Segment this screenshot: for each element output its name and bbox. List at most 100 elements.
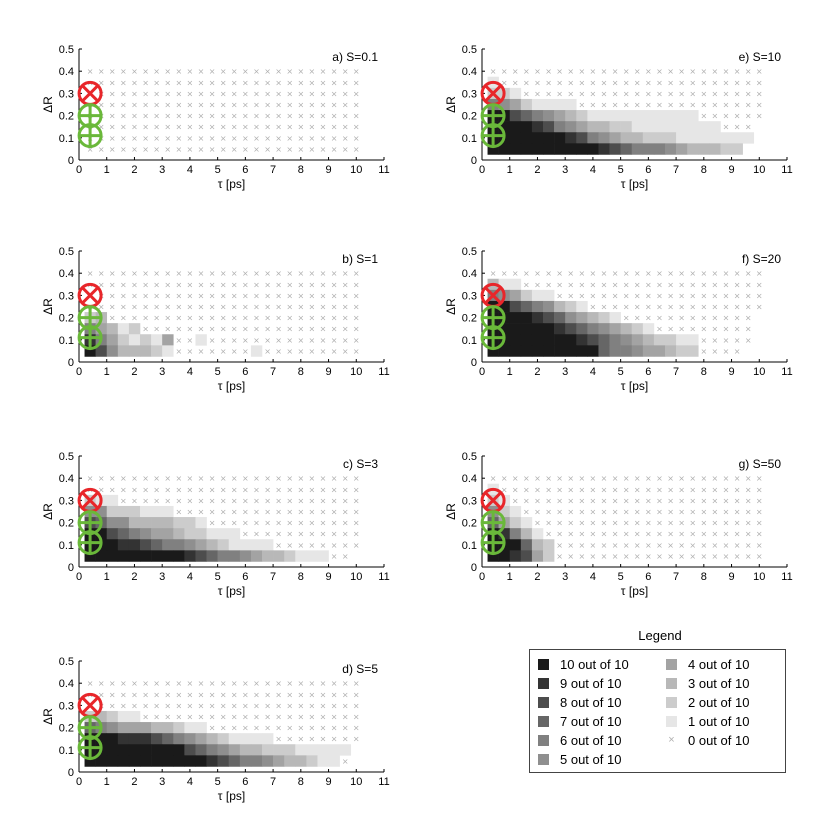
cell-zero-mark: ×	[264, 530, 271, 539]
cell-zero-mark: ×	[198, 485, 205, 494]
cell-zero-mark: ×	[342, 112, 349, 121]
cell-zero-mark: ×	[209, 280, 216, 289]
cell-zero-mark: ×	[253, 291, 260, 300]
x-tick-label: 5	[215, 571, 221, 583]
cell-zero-mark: ×	[286, 713, 293, 722]
cell-zero-mark: ×	[153, 145, 160, 154]
cell-zero-mark: ×	[297, 67, 304, 76]
cell-zero-mark: ×	[253, 325, 260, 334]
cell-zero-mark: ×	[253, 519, 260, 528]
cell-zero-mark: ×	[656, 269, 663, 278]
cell-zero-mark: ×	[501, 485, 508, 494]
y-tick-label: 0.3	[462, 495, 477, 507]
cell-zero-mark: ×	[623, 101, 630, 110]
cell-zero-mark: ×	[645, 508, 652, 517]
cell-zero-mark: ×	[331, 67, 338, 76]
heatmap-cell	[565, 110, 577, 122]
y-tick-label: 0.1	[59, 540, 74, 552]
heatmap-cell	[273, 755, 285, 767]
cell-zero-mark: ×	[286, 314, 293, 323]
heatmap-cell	[543, 121, 555, 133]
cell-zero-mark: ×	[723, 112, 730, 121]
cell-zero-mark: ×	[109, 314, 116, 323]
y-tick-label: 0.1	[462, 335, 477, 347]
y-tick-label: 0	[68, 155, 74, 167]
cell-zero-mark: ×	[131, 690, 138, 699]
cell-zero-mark: ×	[175, 123, 182, 132]
cell-zero-mark: ×	[275, 735, 282, 744]
marker-cross	[484, 491, 502, 510]
cell-zero-mark: ×	[231, 123, 238, 132]
y-tick-label: 0.4	[59, 678, 74, 690]
heatmap-cell	[117, 517, 130, 529]
cell-zero-mark: ×	[131, 303, 138, 312]
cell-zero-mark: ×	[264, 145, 271, 154]
x-tick-label: 6	[645, 571, 651, 583]
heatmap-cell	[520, 300, 533, 313]
x-tick-label: 4	[187, 571, 193, 583]
heatmap-cell	[217, 528, 230, 540]
cell-zero-mark: ×	[109, 78, 116, 87]
x-tick-label: 7	[673, 366, 679, 378]
cell-zero-mark: ×	[142, 701, 149, 710]
cell-zero-mark: ×	[109, 280, 116, 289]
cell-zero-mark: ×	[142, 474, 149, 483]
cell-zero-mark: ×	[297, 280, 304, 289]
cell-zero-mark: ×	[712, 89, 719, 98]
cell-zero-mark: ×	[187, 325, 194, 334]
cell-zero-mark: ×	[286, 701, 293, 710]
cell-zero-mark: ×	[712, 530, 719, 539]
cell-zero-mark: ×	[567, 530, 574, 539]
cell-zero-mark: ×	[534, 519, 541, 528]
cell-zero-mark: ×	[342, 89, 349, 98]
heatmap-cell	[509, 539, 522, 551]
cell-zero-mark: ×	[109, 701, 116, 710]
cell-zero-mark: ×	[700, 485, 707, 494]
heatmap-cell	[631, 121, 644, 133]
heatmap-cell	[509, 312, 522, 324]
x-tick-label: 3	[159, 366, 165, 378]
cell-zero-mark: ×	[601, 474, 608, 483]
cell-zero-mark: ×	[578, 269, 585, 278]
cell-zero-mark: ×	[187, 713, 194, 722]
cell-zero-mark: ×	[131, 123, 138, 132]
cell-zero-mark: ×	[320, 485, 327, 494]
cell-zero-mark: ×	[120, 145, 127, 154]
cell-zero-mark: ×	[678, 78, 685, 87]
cell-zero-mark: ×	[286, 112, 293, 121]
cell-zero-mark: ×	[253, 123, 260, 132]
cell-zero-mark: ×	[131, 496, 138, 505]
heatmap-cell	[128, 539, 141, 551]
x-tick-label: 0	[76, 571, 82, 583]
cell-zero-mark: ×	[645, 530, 652, 539]
heatmap-cell	[609, 345, 621, 357]
heatmap-cell	[665, 334, 677, 346]
cell-zero-mark: ×	[220, 280, 227, 289]
cell-zero-mark: ×	[567, 89, 574, 98]
heatmap-cell	[587, 110, 599, 122]
cell-zero-mark: ×	[242, 314, 249, 323]
heatmap-cell	[531, 345, 544, 357]
heatmap-cell	[520, 323, 533, 335]
cell-zero-mark: ×	[275, 496, 282, 505]
heatmap-cell	[543, 132, 555, 144]
cell-zero-mark: ×	[253, 145, 260, 154]
cell-zero-mark: ×	[490, 474, 497, 483]
heatmap-cell	[151, 744, 163, 756]
heatmap-cell	[239, 744, 252, 756]
x-tick-label: 3	[562, 164, 568, 176]
cell-zero-mark: ×	[656, 485, 663, 494]
heatmap-cell	[509, 550, 522, 562]
heatmap-cell	[554, 334, 566, 346]
cell-zero-mark: ×	[678, 101, 685, 110]
x-tick-label: 0	[76, 366, 82, 378]
heatmap-cell	[106, 722, 119, 734]
y-tick-label: 0.3	[59, 88, 74, 100]
cell-zero-mark: ×	[220, 101, 227, 110]
cell-zero-mark: ×	[342, 485, 349, 494]
cell-zero-mark: ×	[320, 78, 327, 87]
cell-zero-mark: ×	[534, 280, 541, 289]
cell-zero-mark: ×	[689, 541, 696, 550]
cell-zero-mark: ×	[320, 303, 327, 312]
cell-zero-mark: ×	[175, 325, 182, 334]
